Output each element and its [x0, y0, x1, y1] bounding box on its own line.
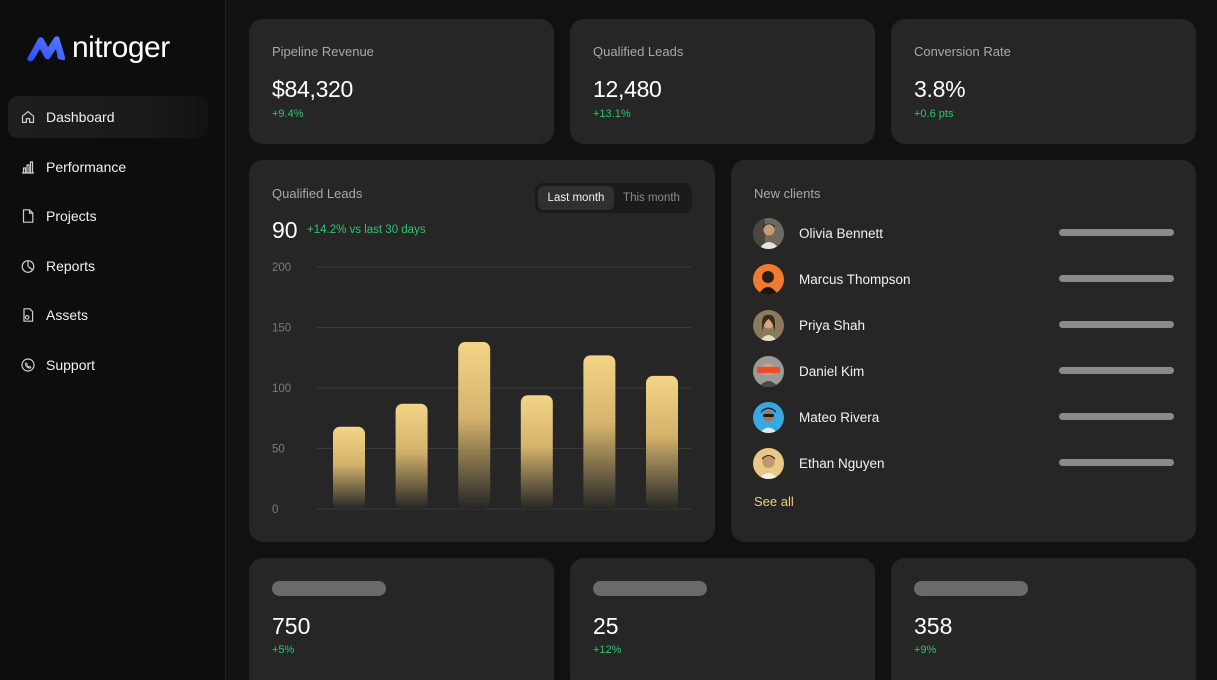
bar-chart-icon — [20, 159, 36, 175]
sidebar-item-label: Projects — [46, 208, 97, 225]
client-row[interactable]: Mateo Rivera — [753, 401, 1174, 433]
pie-chart-icon — [20, 258, 36, 274]
brand-logo-icon — [27, 36, 66, 62]
toggle-this-month-button[interactable]: This month — [623, 192, 680, 204]
avatar — [753, 401, 784, 433]
period-toggle: Last month This month — [535, 183, 692, 213]
sidebar-item-label: Dashboard — [46, 109, 115, 125]
qualified-leads-chart-card: Qualified Leads Last month This month 90… — [249, 160, 715, 542]
chart-title: Qualified Leads — [272, 186, 363, 201]
stat-value: 3.8% — [914, 76, 966, 102]
chart-bar[interactable] — [458, 342, 491, 509]
y-tick-label: 150 — [272, 323, 291, 335]
brand-name: nitroger — [72, 31, 170, 64]
bottom-stat-card: 750 +5% — [249, 558, 554, 680]
sidebar-item-label: Performance — [46, 158, 127, 175]
client-placeholder-bar — [1059, 459, 1174, 466]
sidebar-nav: Dashboard Performance Projects Reports A… — [8, 96, 208, 394]
stat-label: Qualified Leads — [593, 44, 684, 59]
toggle-last-month-button[interactable]: Last month — [538, 186, 614, 210]
client-row[interactable]: Ethan Nguyen — [753, 447, 1174, 479]
stat-delta: +9.4% — [272, 108, 304, 120]
y-tick-label: 100 — [272, 383, 291, 395]
file-icon — [20, 307, 36, 323]
bottom-stat-card: 25 +12% — [570, 558, 875, 680]
document-icon — [20, 208, 36, 224]
chart-bar[interactable] — [646, 375, 678, 509]
stat-delta: +5% — [272, 644, 295, 656]
client-name: Olivia Bennett — [799, 225, 884, 241]
y-tick-label: 200 — [272, 262, 291, 274]
chart-total-value: 90 — [272, 217, 298, 243]
new-clients-card: New clients Olivia Bennett Marcus Thomps… — [731, 160, 1196, 542]
support-icon — [20, 357, 36, 373]
stat-value: 358 — [914, 613, 953, 639]
client-name: Mateo Rivera — [799, 409, 880, 425]
sidebar-item-reports[interactable]: Reports — [8, 245, 208, 287]
brand-logo[interactable]: nitroger — [24, 30, 170, 66]
chart-total-delta: +14.2% vs last 30 days — [307, 224, 426, 236]
skeleton-title-placeholder — [593, 581, 707, 596]
avatar — [753, 447, 784, 479]
client-row[interactable]: Priya Shah — [753, 309, 1174, 341]
y-tick-label: 50 — [272, 444, 285, 456]
avatar — [753, 217, 784, 249]
sidebar-item-performance[interactable]: Performance — [8, 146, 208, 188]
bar-chart: 200 150 100 50 0 — [272, 262, 691, 516]
stat-value: 750 — [272, 613, 311, 639]
sidebar-item-support[interactable]: Support — [8, 344, 208, 386]
client-row[interactable]: Daniel Kim — [753, 355, 1174, 387]
stat-value: $84,320 — [272, 76, 354, 102]
stat-value: 12,480 — [593, 76, 662, 102]
avatar — [753, 263, 784, 295]
skeleton-title-placeholder — [914, 581, 1028, 596]
client-placeholder-bar — [1059, 367, 1174, 374]
client-row[interactable]: Olivia Bennett — [753, 217, 1174, 249]
client-row[interactable]: Marcus Thompson — [753, 263, 1174, 295]
client-name: Marcus Thompson — [799, 271, 911, 287]
chart-bar[interactable] — [520, 395, 553, 509]
see-all-link[interactable]: See all — [754, 494, 794, 509]
chart-bar[interactable] — [395, 403, 428, 509]
stat-delta: +12% — [593, 644, 622, 656]
stat-delta: +9% — [914, 644, 937, 656]
client-name: Priya Shah — [799, 317, 866, 333]
client-name: Ethan Nguyen — [799, 455, 885, 471]
avatar — [753, 309, 784, 341]
client-placeholder-bar — [1059, 321, 1174, 328]
stat-label: Pipeline Revenue — [272, 44, 374, 59]
stat-card-conversion-rate: Conversion Rate 3.8% +0.6 pts — [891, 19, 1196, 144]
client-placeholder-bar — [1059, 413, 1174, 420]
sidebar-item-label: Support — [46, 356, 96, 373]
skeleton-title-placeholder — [272, 581, 386, 596]
stat-card-pipeline-revenue: Pipeline Revenue $84,320 +9.4% — [249, 19, 554, 144]
stat-delta: +13.1% — [593, 108, 631, 120]
bottom-stat-card: 358 +9% — [891, 558, 1196, 680]
stat-delta: +0.6 pts — [914, 108, 954, 120]
client-placeholder-bar — [1059, 229, 1174, 236]
stat-value: 25 — [593, 613, 619, 639]
clients-title: New clients — [754, 186, 821, 201]
stat-label: Conversion Rate — [914, 44, 1011, 59]
y-tick-label: 0 — [272, 504, 278, 516]
sidebar-item-assets[interactable]: Assets — [8, 294, 208, 336]
sidebar-item-label: Reports — [46, 257, 96, 274]
chart-bar[interactable] — [583, 355, 616, 509]
home-icon — [20, 109, 36, 125]
sidebar: nitroger Dashboard Performance Projects … — [0, 0, 226, 680]
sidebar-item-dashboard[interactable]: Dashboard — [8, 96, 208, 138]
sidebar-item-projects[interactable]: Projects — [8, 195, 208, 237]
sidebar-item-label: Assets — [46, 307, 89, 324]
avatar — [753, 355, 784, 387]
stat-card-qualified-leads: Qualified Leads 12,480 +13.1% — [570, 19, 875, 144]
chart-bar[interactable] — [333, 426, 365, 509]
client-name: Daniel Kim — [799, 363, 865, 379]
client-placeholder-bar — [1059, 275, 1174, 282]
